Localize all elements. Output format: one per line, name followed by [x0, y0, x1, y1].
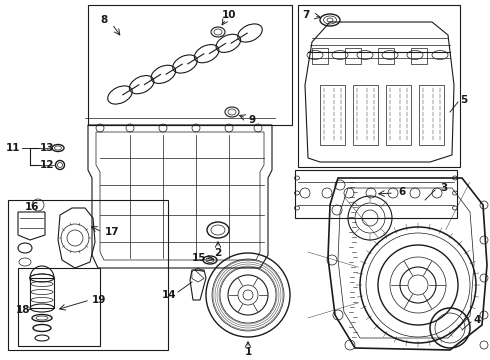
Text: 7: 7: [303, 10, 310, 20]
Text: 15: 15: [192, 253, 206, 263]
Bar: [386, 85, 411, 145]
Text: 2: 2: [215, 248, 221, 258]
Text: 4: 4: [474, 315, 481, 325]
Text: 8: 8: [101, 15, 108, 25]
Bar: [353, 85, 378, 145]
Bar: [411, 48, 427, 64]
Bar: [419, 85, 444, 145]
Text: 13: 13: [40, 143, 54, 153]
Text: 18: 18: [16, 305, 30, 315]
Bar: [345, 48, 361, 64]
Bar: [18, 268, 100, 346]
Bar: [312, 48, 328, 64]
Bar: [320, 85, 345, 145]
Text: 5: 5: [460, 95, 467, 105]
Bar: [298, 5, 460, 167]
Text: 19: 19: [92, 295, 106, 305]
Text: 10: 10: [222, 10, 237, 20]
Bar: [30, 278, 54, 308]
Text: 6: 6: [398, 187, 405, 197]
Bar: [378, 48, 394, 64]
Text: ─: ─: [35, 161, 41, 170]
Text: 17: 17: [105, 227, 120, 237]
Text: 14: 14: [161, 290, 176, 300]
Bar: [88, 5, 292, 125]
Text: 11: 11: [6, 143, 21, 153]
Text: 3: 3: [440, 183, 447, 193]
Text: ─: ─: [35, 144, 41, 153]
Bar: [295, 170, 457, 218]
Text: 9: 9: [248, 115, 255, 125]
Text: 16: 16: [25, 202, 40, 212]
Text: 1: 1: [245, 347, 252, 357]
Bar: [8, 200, 168, 350]
Text: 12: 12: [40, 160, 54, 170]
